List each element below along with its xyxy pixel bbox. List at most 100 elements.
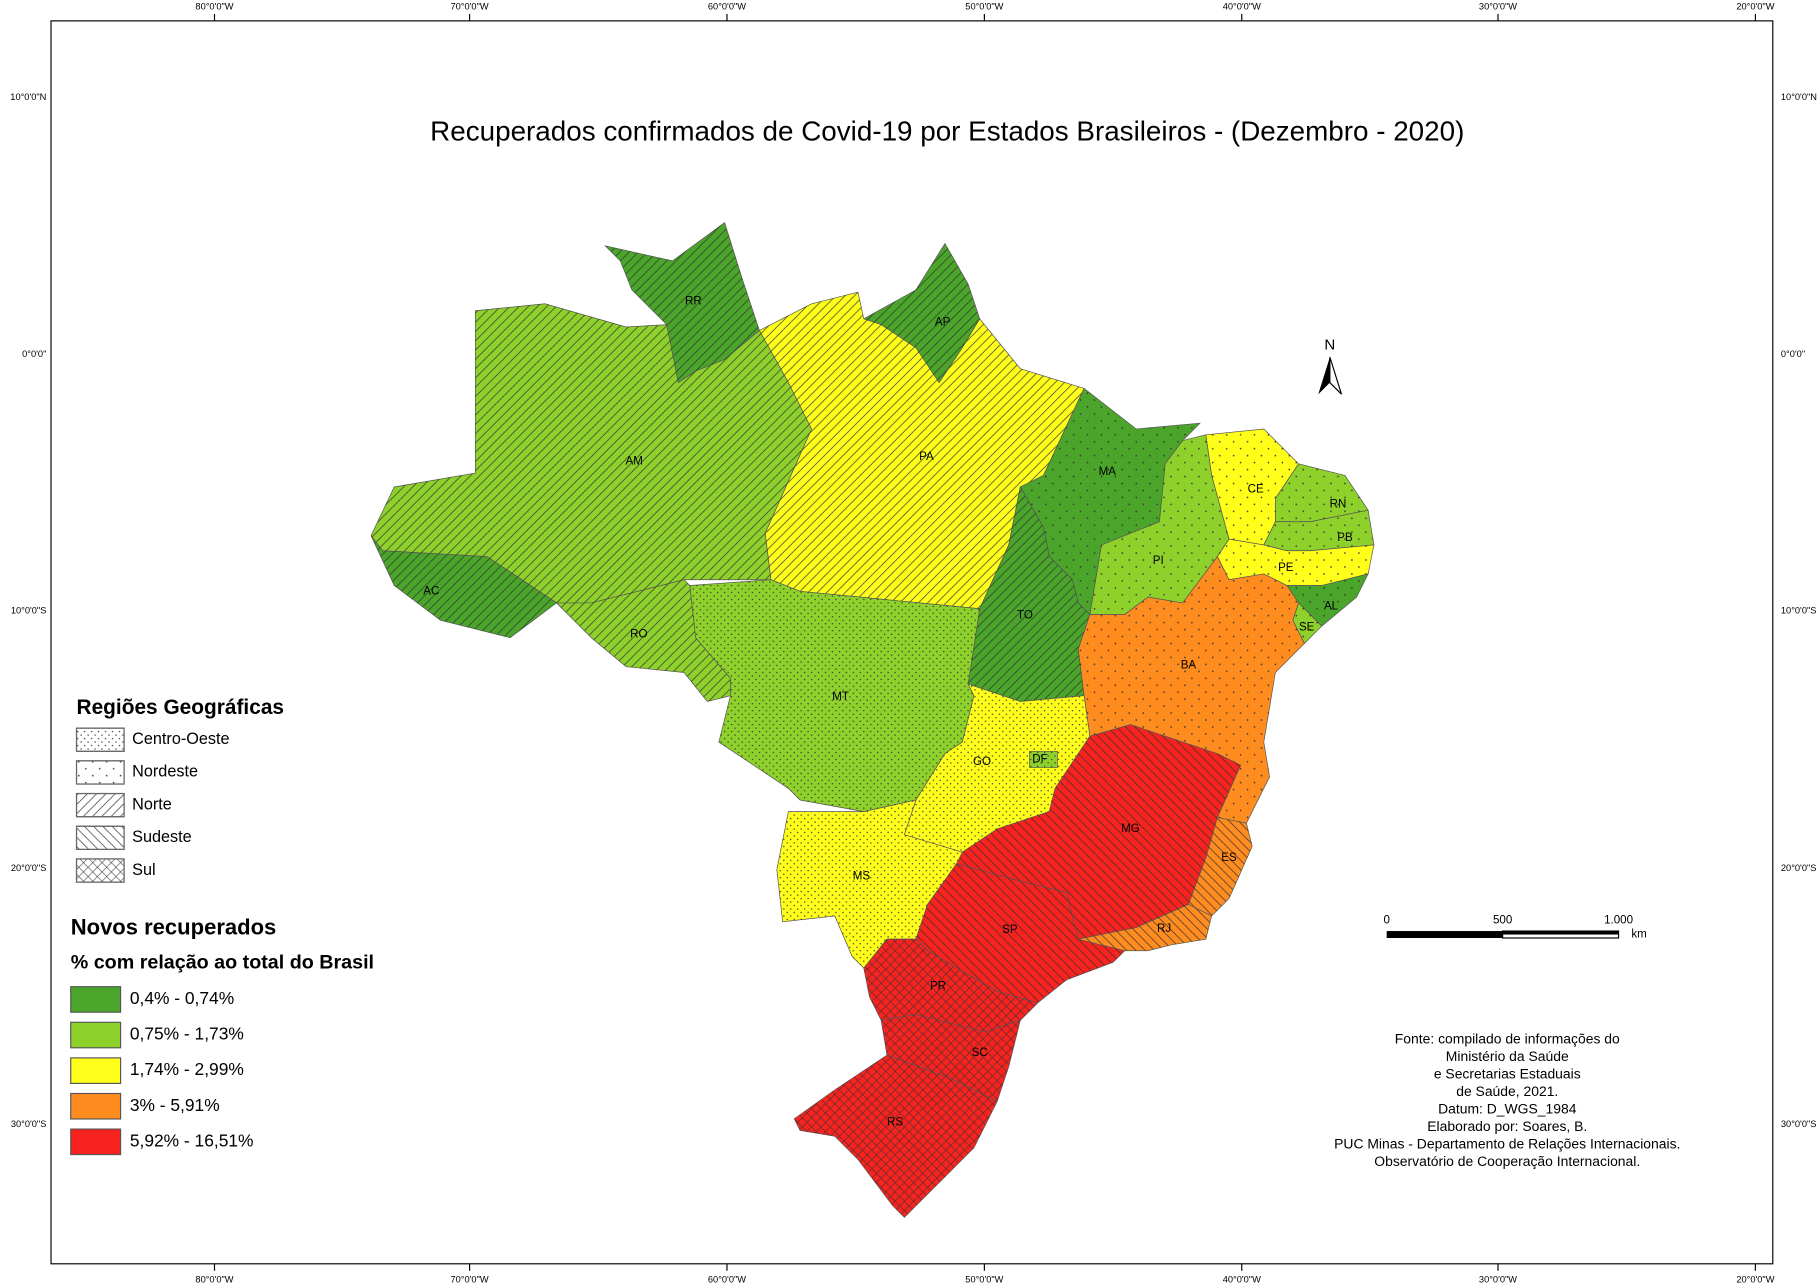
graticule-label: 10°0'0"N <box>1781 92 1817 102</box>
legend-swatch <box>70 986 122 1013</box>
state-pattern <box>689 579 980 812</box>
legend-label: Centro-Oeste <box>132 730 229 748</box>
state-pattern <box>881 1014 1021 1102</box>
state-label: CE <box>1248 483 1264 495</box>
state-label: MA <box>1099 466 1117 478</box>
graticule-label: 70°0'0"W <box>451 1 489 11</box>
state-pattern <box>1275 463 1369 522</box>
graticule-label: 20°0'0"W <box>1736 1 1774 11</box>
scale-label: 500 <box>1493 915 1512 927</box>
state-pattern <box>915 863 1125 1003</box>
state-label: BA <box>1181 660 1197 672</box>
graticule-label: 0°0'0" <box>22 349 46 359</box>
scale-bar <box>1386 931 1503 938</box>
state-label: AC <box>423 585 439 597</box>
states: RR AP AM PA MA CE RN PB PI PE AC AL SE TO RO BA MT GO DF MG… <box>370 222 1375 1218</box>
legend-swatch <box>70 1021 122 1049</box>
graticule-label: 80°0'0"W <box>195 1 233 11</box>
state-label: PA <box>919 451 934 463</box>
graticule-label: 20°0'0"S <box>1781 863 1817 873</box>
state-label: PB <box>1337 532 1353 544</box>
state-pattern <box>904 684 1090 853</box>
source-line: PUC Minas - Departamento de Relações Int… <box>1334 1136 1680 1152</box>
graticule-label: 60°0'0"W <box>708 1 746 11</box>
graticule-label: 30°0'0"S <box>11 1119 47 1129</box>
graticule-label: 20°0'0"S <box>11 863 47 873</box>
graticule-label: 50°0'0"W <box>965 1274 1003 1284</box>
graticule-label: 30°0'0"S <box>1781 1119 1817 1129</box>
state-label: GO <box>973 756 991 768</box>
map-title: Recuperados confirmados de Covid-19 por … <box>430 116 1464 147</box>
state-label: AP <box>935 316 951 328</box>
state-pattern <box>968 486 1090 702</box>
state-label: PR <box>930 981 946 993</box>
state-label: PI <box>1153 555 1164 567</box>
north-label: N <box>1324 337 1335 354</box>
state-label: TO <box>1017 610 1033 622</box>
graticule-label: 10°0'0"S <box>11 605 47 615</box>
state-label: RS <box>887 1116 903 1128</box>
legend-label: 3% - 5,91% <box>130 1095 220 1115</box>
scale-unit: km <box>1631 929 1646 941</box>
legend-swatch <box>75 858 125 883</box>
state-pattern <box>776 800 963 969</box>
legend-swatch <box>75 760 125 785</box>
state-pattern <box>1020 388 1201 615</box>
legend-label: Sudeste <box>132 828 192 846</box>
legend-label: Sul <box>132 861 155 879</box>
state-pattern <box>1078 556 1305 824</box>
legend-swatch <box>70 1128 122 1156</box>
graticule-label: 10°0'0"S <box>1781 605 1817 615</box>
map-frame <box>50 20 1774 1265</box>
state-label: MS <box>853 871 871 883</box>
state-pattern <box>1263 510 1374 551</box>
state-label: RJ <box>1157 923 1171 935</box>
source-line: e Secretarias Estaduais <box>1434 1066 1581 1082</box>
state-label: SP <box>1002 924 1018 936</box>
source-line: Observatório de Cooperação Internacional… <box>1374 1153 1640 1169</box>
legend-swatch <box>70 1057 122 1084</box>
state-pattern <box>1286 573 1369 627</box>
state-label: RR <box>685 296 702 308</box>
source-line: Ministério da Saúde <box>1446 1048 1569 1064</box>
state-pattern <box>759 292 1085 609</box>
state-pattern <box>956 724 1241 940</box>
source-line: de Saúde, 2021. <box>1456 1083 1558 1099</box>
state-pattern <box>863 939 1038 1032</box>
state-label: MG <box>1121 823 1140 835</box>
legend-subtitle: % com relação ao total do Brasil <box>71 952 374 974</box>
state-label: RN <box>1330 498 1347 510</box>
graticule-label: 0°0'0" <box>1781 349 1805 359</box>
graticule-label: 40°0'0"W <box>1223 1274 1261 1284</box>
state-label: SE <box>1299 621 1315 633</box>
state-pattern <box>794 1055 998 1218</box>
state-label: MT <box>832 691 849 703</box>
legend-title: Regiões Geográficas <box>77 696 285 719</box>
legend-label: 1,74% - 2,99% <box>130 1059 244 1079</box>
state-label: ES <box>1221 852 1237 864</box>
state-label: AL <box>1324 600 1339 612</box>
legend-swatch <box>70 1092 122 1120</box>
state-pattern <box>1188 817 1253 916</box>
state-pattern <box>371 535 557 638</box>
legend-label: Nordeste <box>132 763 198 781</box>
graticule-label: 70°0'0"W <box>451 1274 489 1284</box>
graticule-label: 30°0'0"W <box>1479 1274 1517 1284</box>
graticule-label: 50°0'0"W <box>965 1 1003 11</box>
state-label: AM <box>626 456 643 468</box>
scale-bar <box>1502 931 1619 935</box>
state-pattern <box>605 222 760 383</box>
state-pattern <box>1029 751 1058 768</box>
state-label: PE <box>1278 562 1294 574</box>
legend-swatch <box>75 727 125 752</box>
graticule-label: 30°0'0"W <box>1479 1 1517 11</box>
graticule-label: 40°0'0"W <box>1223 1 1261 11</box>
north-arrow <box>1329 356 1343 395</box>
source-line: Fonte: compilado de informações do <box>1395 1031 1620 1047</box>
scale-label: 1.000 <box>1604 915 1633 927</box>
state-label: DF <box>1032 754 1047 766</box>
state-pattern <box>1217 539 1374 586</box>
state-pattern <box>1089 434 1230 615</box>
